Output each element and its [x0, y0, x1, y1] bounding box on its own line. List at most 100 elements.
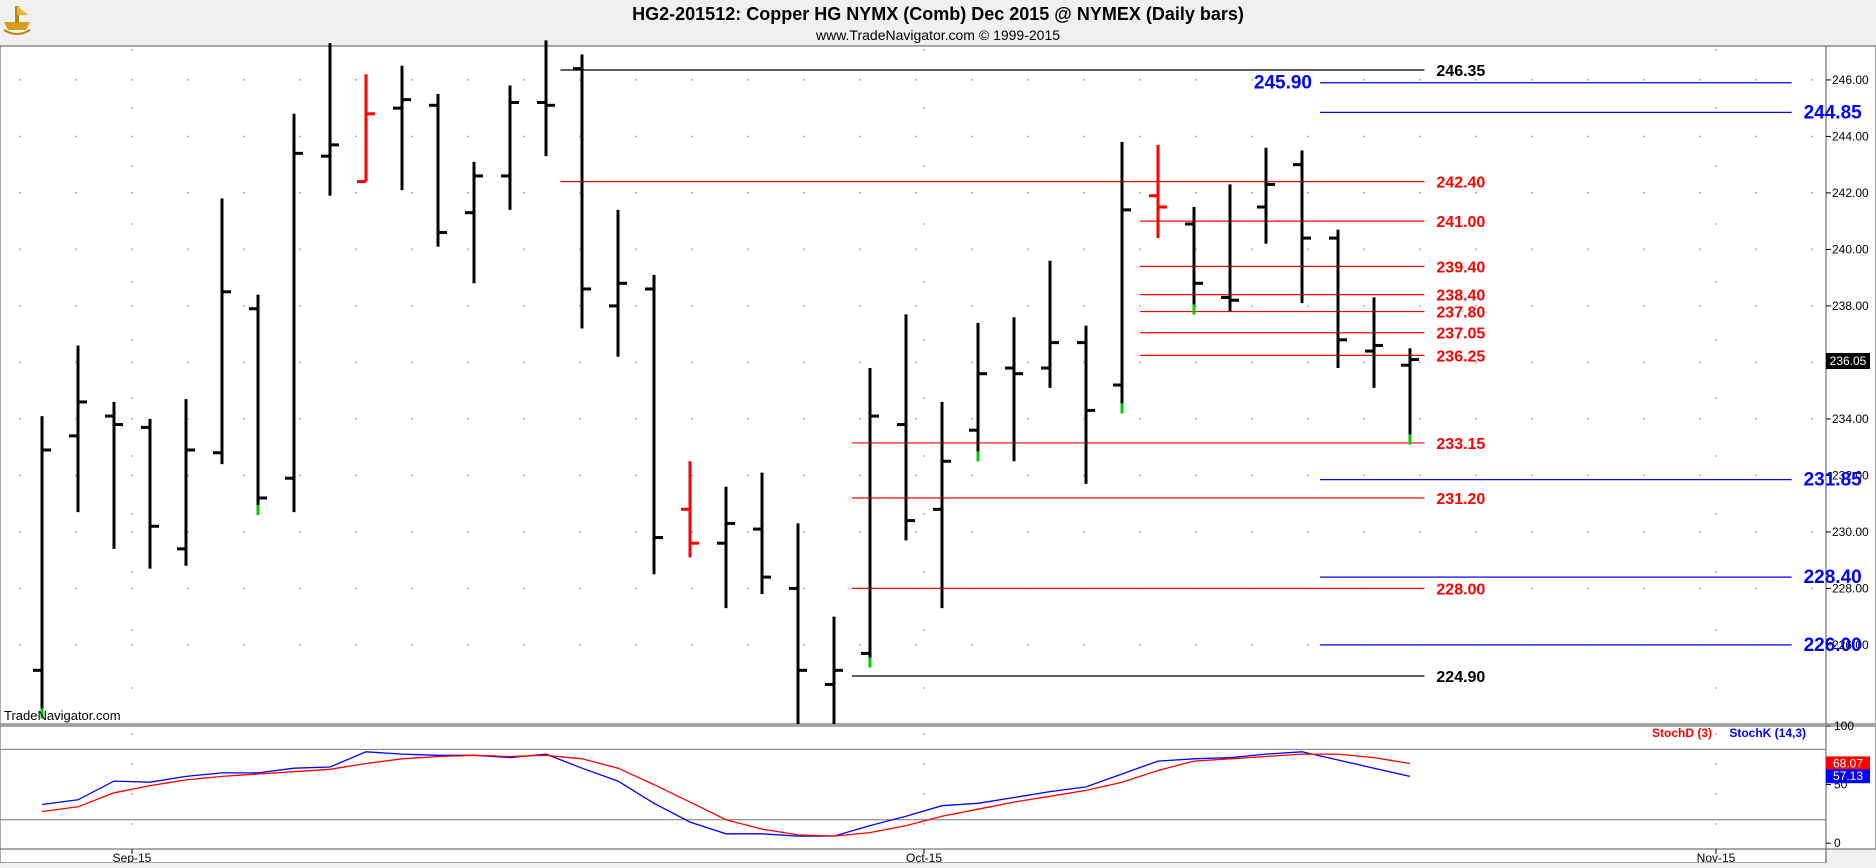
- grid-dot: [923, 793, 925, 795]
- x-tick-label: Oct-15: [906, 851, 942, 863]
- grid-dot: [411, 79, 413, 81]
- ohlc-bar: [105, 401, 123, 549]
- grid-dot: [747, 587, 749, 590]
- grid-dot: [75, 135, 77, 138]
- grid-dot: [411, 135, 413, 138]
- indicator-tick-label: 100: [1834, 719, 1854, 733]
- grid-dot: [1811, 305, 1813, 307]
- grid-dot: [1715, 513, 1717, 515]
- grid-dot: [355, 135, 357, 138]
- last-price-label: 236.05: [1830, 354, 1867, 368]
- grid-dot: [1027, 135, 1029, 138]
- grid-dot: [803, 644, 805, 646]
- price-level-label: 228.40: [1804, 567, 1862, 588]
- grid-dot: [1419, 474, 1421, 477]
- grid-dot: [131, 513, 133, 515]
- grid-dot: [1307, 79, 1309, 81]
- grid-dot: [803, 305, 805, 307]
- grid-dot: [635, 644, 637, 646]
- grid-dot: [1139, 79, 1141, 81]
- ohlc-bar: [933, 401, 951, 609]
- y-tick-label: 232.00: [1832, 468, 1869, 482]
- grid-dot: [1139, 192, 1141, 194]
- ohlc-bar: [753, 472, 771, 595]
- grid-dot: [187, 192, 189, 194]
- grid-dot: [1755, 192, 1757, 194]
- price-levels: 246.35 245.90 244.85 242.40 241.00 239.40 238.…: [560, 63, 1862, 686]
- grid-dot: [691, 587, 693, 590]
- grid-dot: [803, 531, 805, 533]
- grid-dot: [1251, 305, 1253, 307]
- grid-dot: [1419, 531, 1421, 533]
- grid-dot: [691, 192, 693, 194]
- grid-dot: [355, 474, 357, 477]
- date-axis-ticks: Sep-15 Oct-15 Nov-15: [113, 849, 1736, 865]
- grid-dot: [131, 397, 133, 399]
- grid-dot: [19, 644, 21, 646]
- grid-dot: [19, 192, 21, 194]
- grid-dot: [411, 644, 413, 646]
- grid-dot: [635, 587, 637, 590]
- grid-dot: [1715, 397, 1717, 399]
- grid-dot: [1755, 79, 1757, 81]
- grid-dot: [1251, 79, 1253, 81]
- grid-dot: [243, 305, 245, 307]
- grid-dot: [1307, 644, 1309, 646]
- grid-dot: [915, 361, 917, 364]
- stochastic-lines: [41, 751, 1411, 837]
- grid-dot: [75, 531, 77, 533]
- grid-dot: [1027, 361, 1029, 364]
- grid-dot: [411, 248, 413, 251]
- grid-dot: [523, 474, 525, 477]
- grid-dot: [1083, 248, 1085, 251]
- grid-dot: [1251, 474, 1253, 477]
- grid-dot: [131, 418, 133, 420]
- price-level-label: 245.90: [1254, 73, 1312, 94]
- grid-dot: [803, 474, 805, 477]
- grid-dot: [355, 192, 357, 194]
- grid-dot: [1475, 79, 1477, 81]
- grid-dot: [523, 531, 525, 533]
- grid-dot: [691, 644, 693, 646]
- grid-dot: [1307, 305, 1309, 307]
- grid-dot: [1587, 531, 1589, 533]
- grid-dot: [915, 192, 917, 194]
- grid-dot: [299, 79, 301, 81]
- ohlc-bar: [1293, 150, 1311, 304]
- grid-dot: [1475, 531, 1477, 533]
- grid-dot: [355, 531, 357, 533]
- grid-dot: [1027, 644, 1029, 646]
- price-gridlines: [19, 49, 1813, 689]
- grid-dot: [1195, 361, 1197, 364]
- ohlc-bar: [1401, 348, 1419, 445]
- grid-dot: [523, 644, 525, 646]
- grid-dot: [859, 248, 861, 251]
- grid-dot: [1195, 305, 1197, 307]
- grid-dot: [1363, 135, 1365, 138]
- grid-dot: [1363, 248, 1365, 251]
- grid-dot: [75, 361, 77, 364]
- ohlc-bar: [1113, 142, 1131, 414]
- grid-dot: [1531, 305, 1533, 307]
- ohlc-bar: [177, 399, 195, 566]
- grid-dot: [1699, 418, 1701, 420]
- grid-dot: [1027, 305, 1029, 307]
- grid-dot: [971, 305, 973, 307]
- grid-dot: [923, 513, 925, 515]
- grid-dot: [19, 587, 21, 590]
- grid-dot: [1251, 644, 1253, 646]
- grid-dot: [131, 107, 133, 109]
- grid-dot: [1531, 361, 1533, 364]
- grid-dot: [747, 361, 749, 364]
- grid-dot: [971, 79, 973, 81]
- grid-dot: [1811, 135, 1813, 138]
- price-level-label: 237.05: [1436, 326, 1485, 343]
- grid-dot: [971, 192, 973, 194]
- grid-dot: [75, 644, 77, 646]
- grid-dot: [299, 135, 301, 138]
- grid-dot: [131, 571, 133, 573]
- grid-dot: [19, 79, 21, 81]
- price-axis-ticks: 246.00244.00242.00240.00238.00236.00234.…: [1826, 73, 1869, 652]
- grid-dot: [859, 79, 861, 81]
- grid-dot: [411, 192, 413, 194]
